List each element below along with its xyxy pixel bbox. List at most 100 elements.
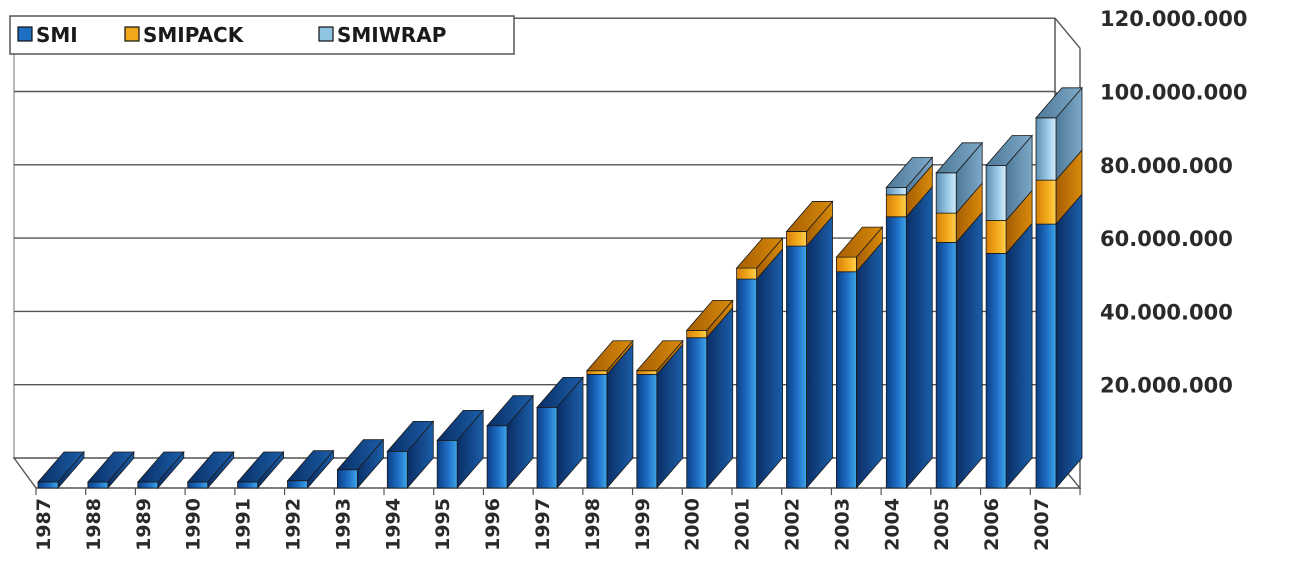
bar-front-face [336,469,358,489]
bar-segment-smi-1991 [236,450,285,490]
bar-segment-smi-1994 [386,420,435,490]
bar-front-face [985,220,1007,254]
legend: SMI SMIPACK SMIWRAP [9,15,515,55]
bar-front-face [1035,179,1057,225]
legend-box [9,15,515,55]
y-tick-label: 120.000.000 [1100,7,1247,31]
bar-1991 [236,450,285,490]
bar-segment-smipack-2002 [785,200,834,248]
bar-top-face [136,451,185,483]
legend-label-smipack: SMIPACK [143,23,245,47]
x-tick-label: 2007 [1031,498,1053,551]
bar-front-face [686,337,708,489]
bar-segment-smipack-2003 [835,226,884,273]
bar-front-face [386,450,408,489]
bar-segment-smi-1996 [486,394,534,490]
bar-2002 [785,200,834,490]
bar-segment-smi-2001 [736,248,783,490]
x-tick-label: 1993 [332,498,354,551]
bar-front-face [636,370,658,375]
x-tick-label: 1997 [532,498,554,551]
bar-2006 [985,134,1033,490]
bar-segment-smiwrap-2004 [885,156,934,196]
bar-side-face [1055,193,1083,490]
x-tick-label: 1996 [482,498,504,551]
bar-2003 [835,226,884,490]
bar-segment-smipack-1998 [586,339,634,376]
bar-front-face [636,373,658,489]
bar-1998 [586,339,634,490]
bar-1996 [486,394,534,490]
bar-front-face [736,278,757,489]
legend-swatch-smipack [124,26,140,42]
bar-segment-smiwrap-2006 [985,134,1033,222]
bar-top-face [635,340,684,372]
bar-front-face [935,242,957,489]
labels-layer: 20.000.000 40.000.000 60.000.000 80.000.000… [33,7,1247,551]
legend-label-smiwrap: SMIWRAP [337,23,446,47]
bar-1990 [186,450,235,490]
bar-top-face [37,451,85,483]
bar-side-face [905,185,933,490]
bar-segment-smi-1990 [186,450,235,490]
bar-1993 [336,438,385,490]
bar-front-face [786,231,807,247]
bar-segment-smi-1995 [436,409,485,490]
bar-front-face [786,245,807,489]
bar-top-face [336,439,385,471]
legend-item-smi: SMI [17,23,78,47]
bar-top-face [785,201,834,232]
x-tick-label: 1987 [33,498,55,551]
bar-top-face [586,340,634,372]
bar-side-face [1005,222,1033,490]
y-tick-label: 20.000.000 [1100,374,1233,398]
bar-1994 [386,420,435,490]
bar-front-face [985,253,1007,489]
x-tick-label: 1990 [183,498,205,551]
bar-segment-smi-2003 [836,240,883,490]
x-tick-label: 1995 [432,498,454,551]
bar-side-face [756,248,783,490]
bars-layer [37,86,1083,490]
x-tick-label: 1992 [283,498,305,551]
bar-top-face [236,451,285,483]
bar-side-face [856,240,883,490]
bar-segment-smi-2004 [885,185,933,490]
bar-segment-smi-2002 [786,215,833,490]
bar-side-face [706,306,734,490]
bar-top-face [1035,87,1083,119]
bar-segment-smipack-2005 [935,182,983,244]
bar-front-face [1035,223,1057,489]
legend-swatch-smiwrap [318,26,334,42]
x-tick-label: 2006 [981,498,1003,551]
bar-top-face [985,135,1033,166]
bar-segment-smi-1998 [586,343,634,490]
x-tick-label: 2002 [782,498,804,551]
bar-segment-smi-1992 [286,449,335,490]
bar-side-face [955,211,983,490]
bar-1988 [87,450,135,490]
bar-front-face [287,480,308,489]
bar-segment-smi-1999 [636,343,684,490]
bar-segment-smipack-2001 [735,237,784,281]
bar-top-face [386,420,435,452]
bar-segment-smi-2007 [1035,193,1083,490]
bar-top-face [186,451,235,483]
bar-front-face [885,194,907,218]
bar-1997 [536,376,584,490]
bar-front-face [885,187,907,196]
bar-segment-smi-1989 [136,450,185,490]
bar-front-face [985,165,1007,221]
bar-front-face [436,439,458,489]
x-tick-label: 2000 [682,498,704,551]
bar-top-face [835,226,884,258]
bar-segment-smipack-2000 [685,299,734,339]
legend-item-smiwrap: SMIWRAP [318,23,446,47]
x-tick-label: 2001 [732,498,754,551]
bar-segment-smi-1987 [37,450,85,490]
x-tick-label: 1991 [233,498,255,551]
bar-segment-smi-2000 [686,306,734,490]
bar-front-face [87,481,109,489]
x-tick-label: 1999 [632,498,654,551]
